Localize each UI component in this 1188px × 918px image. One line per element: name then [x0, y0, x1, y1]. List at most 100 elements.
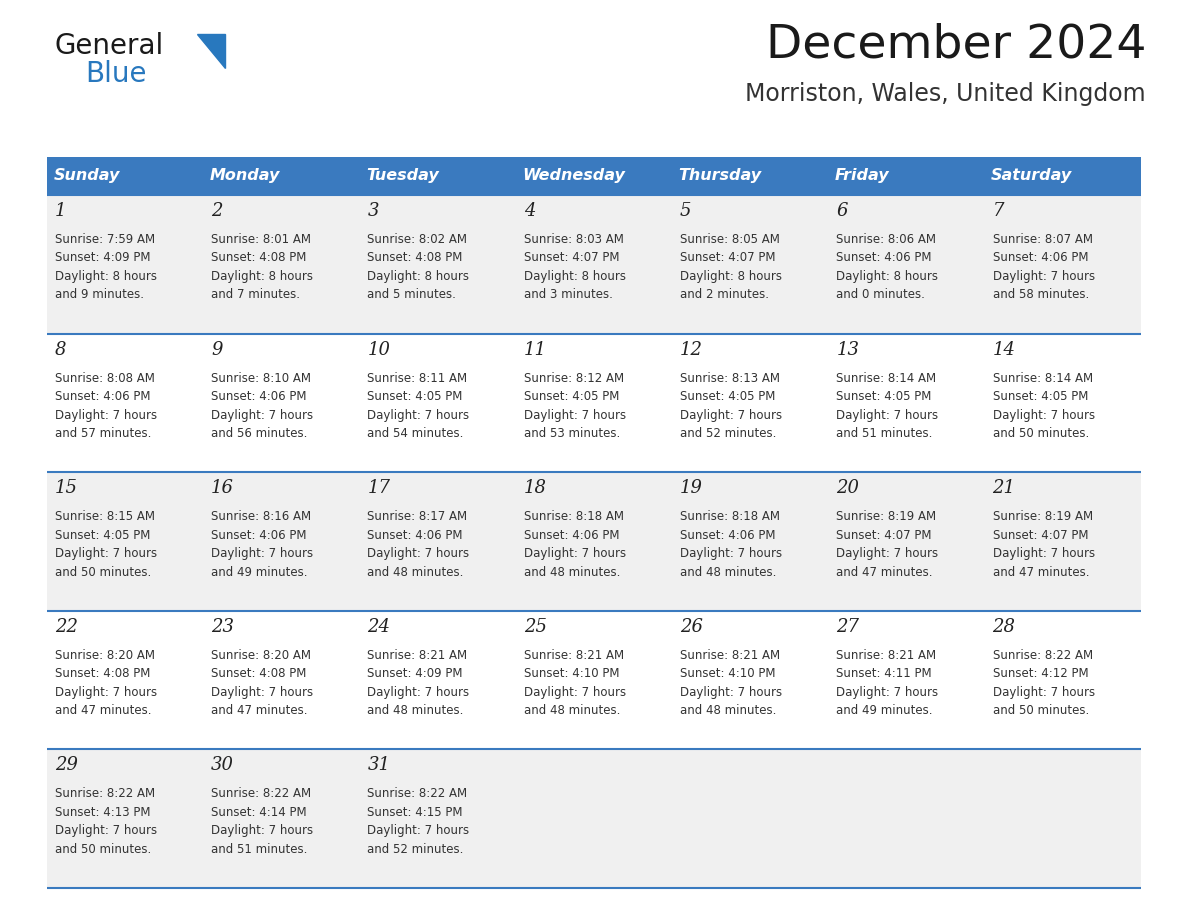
Text: Daylight: 7 hours: Daylight: 7 hours: [524, 686, 626, 699]
Text: 14: 14: [992, 341, 1016, 359]
Text: 11: 11: [524, 341, 546, 359]
Bar: [48, 333, 1140, 472]
Text: 9: 9: [211, 341, 222, 359]
Text: Daylight: 7 hours: Daylight: 7 hours: [836, 686, 939, 699]
Text: Sunrise: 8:01 AM: Sunrise: 8:01 AM: [211, 233, 311, 246]
Text: and 48 minutes.: and 48 minutes.: [367, 565, 463, 578]
Text: Sunrise: 8:13 AM: Sunrise: 8:13 AM: [680, 372, 781, 385]
Text: Blue: Blue: [86, 60, 146, 88]
Text: Sunrise: 8:05 AM: Sunrise: 8:05 AM: [680, 233, 779, 246]
Text: and 58 minutes.: and 58 minutes.: [992, 288, 1088, 301]
Text: and 47 minutes.: and 47 minutes.: [836, 565, 933, 578]
Text: Sunrise: 8:20 AM: Sunrise: 8:20 AM: [211, 649, 311, 662]
Text: Sunrise: 8:21 AM: Sunrise: 8:21 AM: [367, 649, 468, 662]
Text: Friday: Friday: [835, 169, 890, 184]
Text: Sunrise: 8:06 AM: Sunrise: 8:06 AM: [836, 233, 936, 246]
Text: Daylight: 7 hours: Daylight: 7 hours: [836, 547, 939, 560]
Text: 1: 1: [55, 202, 67, 220]
Text: Sunset: 4:08 PM: Sunset: 4:08 PM: [367, 252, 463, 264]
Bar: [48, 610, 1140, 749]
Text: Sunset: 4:08 PM: Sunset: 4:08 PM: [55, 667, 150, 680]
Text: Daylight: 7 hours: Daylight: 7 hours: [680, 686, 782, 699]
Text: Sunset: 4:09 PM: Sunset: 4:09 PM: [55, 252, 151, 264]
Text: Sunset: 4:06 PM: Sunset: 4:06 PM: [367, 529, 463, 542]
Text: Sunrise: 8:18 AM: Sunrise: 8:18 AM: [680, 510, 781, 523]
Text: 26: 26: [680, 618, 703, 636]
Text: 28: 28: [992, 618, 1016, 636]
Text: Sunrise: 8:07 AM: Sunrise: 8:07 AM: [992, 233, 1093, 246]
Text: Sunrise: 8:14 AM: Sunrise: 8:14 AM: [992, 372, 1093, 385]
Text: Sunrise: 8:19 AM: Sunrise: 8:19 AM: [836, 510, 936, 523]
Text: 23: 23: [211, 618, 234, 636]
Text: and 5 minutes.: and 5 minutes.: [367, 288, 456, 301]
Text: Sunset: 4:06 PM: Sunset: 4:06 PM: [55, 390, 151, 403]
Text: Daylight: 7 hours: Daylight: 7 hours: [55, 824, 157, 837]
Text: Sunset: 4:15 PM: Sunset: 4:15 PM: [367, 806, 463, 819]
Text: Sunset: 4:09 PM: Sunset: 4:09 PM: [367, 667, 463, 680]
Text: Sunset: 4:05 PM: Sunset: 4:05 PM: [367, 390, 463, 403]
Text: 24: 24: [367, 618, 391, 636]
Text: Sunset: 4:11 PM: Sunset: 4:11 PM: [836, 667, 931, 680]
Text: Sunset: 4:07 PM: Sunset: 4:07 PM: [992, 529, 1088, 542]
Text: 25: 25: [524, 618, 546, 636]
Text: Sunset: 4:06 PM: Sunset: 4:06 PM: [992, 252, 1088, 264]
Text: Sunrise: 8:22 AM: Sunrise: 8:22 AM: [211, 788, 311, 800]
Text: 20: 20: [836, 479, 859, 498]
Text: Daylight: 7 hours: Daylight: 7 hours: [992, 686, 1094, 699]
Polygon shape: [197, 34, 225, 68]
Text: 5: 5: [680, 202, 691, 220]
Text: and 51 minutes.: and 51 minutes.: [211, 843, 308, 856]
Text: Daylight: 8 hours: Daylight: 8 hours: [836, 270, 939, 283]
Text: December 2024: December 2024: [765, 22, 1146, 67]
Text: Daylight: 7 hours: Daylight: 7 hours: [367, 547, 469, 560]
Text: Daylight: 7 hours: Daylight: 7 hours: [680, 409, 782, 421]
Text: 18: 18: [524, 479, 546, 498]
Text: Daylight: 7 hours: Daylight: 7 hours: [367, 686, 469, 699]
Text: Sunset: 4:07 PM: Sunset: 4:07 PM: [680, 252, 776, 264]
Text: Saturday: Saturday: [991, 169, 1073, 184]
Text: Sunset: 4:14 PM: Sunset: 4:14 PM: [211, 806, 307, 819]
Text: Sunset: 4:10 PM: Sunset: 4:10 PM: [524, 667, 619, 680]
Text: and 53 minutes.: and 53 minutes.: [524, 427, 620, 440]
Text: Daylight: 8 hours: Daylight: 8 hours: [524, 270, 626, 283]
Text: 3: 3: [367, 202, 379, 220]
Text: and 57 minutes.: and 57 minutes.: [55, 427, 151, 440]
Text: Sunrise: 8:21 AM: Sunrise: 8:21 AM: [836, 649, 936, 662]
Text: Daylight: 7 hours: Daylight: 7 hours: [211, 824, 314, 837]
Text: and 2 minutes.: and 2 minutes.: [680, 288, 769, 301]
Text: Daylight: 7 hours: Daylight: 7 hours: [211, 686, 314, 699]
Text: Sunset: 4:08 PM: Sunset: 4:08 PM: [211, 667, 307, 680]
Text: 31: 31: [367, 756, 391, 775]
Text: Sunset: 4:13 PM: Sunset: 4:13 PM: [55, 806, 151, 819]
Text: Sunset: 4:12 PM: Sunset: 4:12 PM: [992, 667, 1088, 680]
Text: and 48 minutes.: and 48 minutes.: [524, 565, 620, 578]
Text: Sunday: Sunday: [53, 169, 120, 184]
Text: and 50 minutes.: and 50 minutes.: [55, 565, 151, 578]
Bar: [48, 472, 1140, 610]
Text: Daylight: 7 hours: Daylight: 7 hours: [211, 547, 314, 560]
Text: 2: 2: [211, 202, 222, 220]
Text: 29: 29: [55, 756, 78, 775]
Text: Daylight: 8 hours: Daylight: 8 hours: [55, 270, 157, 283]
Text: Sunrise: 8:21 AM: Sunrise: 8:21 AM: [524, 649, 624, 662]
Text: and 51 minutes.: and 51 minutes.: [836, 427, 933, 440]
Text: Sunset: 4:06 PM: Sunset: 4:06 PM: [524, 529, 619, 542]
Text: Sunrise: 8:08 AM: Sunrise: 8:08 AM: [55, 372, 154, 385]
Text: and 48 minutes.: and 48 minutes.: [680, 704, 776, 717]
Text: 6: 6: [836, 202, 848, 220]
Text: Daylight: 7 hours: Daylight: 7 hours: [524, 547, 626, 560]
Text: and 0 minutes.: and 0 minutes.: [836, 288, 925, 301]
Text: and 47 minutes.: and 47 minutes.: [211, 704, 308, 717]
Text: Daylight: 7 hours: Daylight: 7 hours: [367, 409, 469, 421]
Text: Sunset: 4:06 PM: Sunset: 4:06 PM: [836, 252, 931, 264]
Text: Daylight: 7 hours: Daylight: 7 hours: [992, 409, 1094, 421]
Text: Sunrise: 8:19 AM: Sunrise: 8:19 AM: [992, 510, 1093, 523]
Text: 15: 15: [55, 479, 78, 498]
Bar: [48, 195, 1140, 333]
Text: Daylight: 7 hours: Daylight: 7 hours: [211, 409, 314, 421]
Text: Daylight: 7 hours: Daylight: 7 hours: [55, 686, 157, 699]
Text: 30: 30: [211, 756, 234, 775]
Text: 12: 12: [680, 341, 703, 359]
Text: Daylight: 7 hours: Daylight: 7 hours: [367, 824, 469, 837]
Text: Daylight: 7 hours: Daylight: 7 hours: [55, 547, 157, 560]
